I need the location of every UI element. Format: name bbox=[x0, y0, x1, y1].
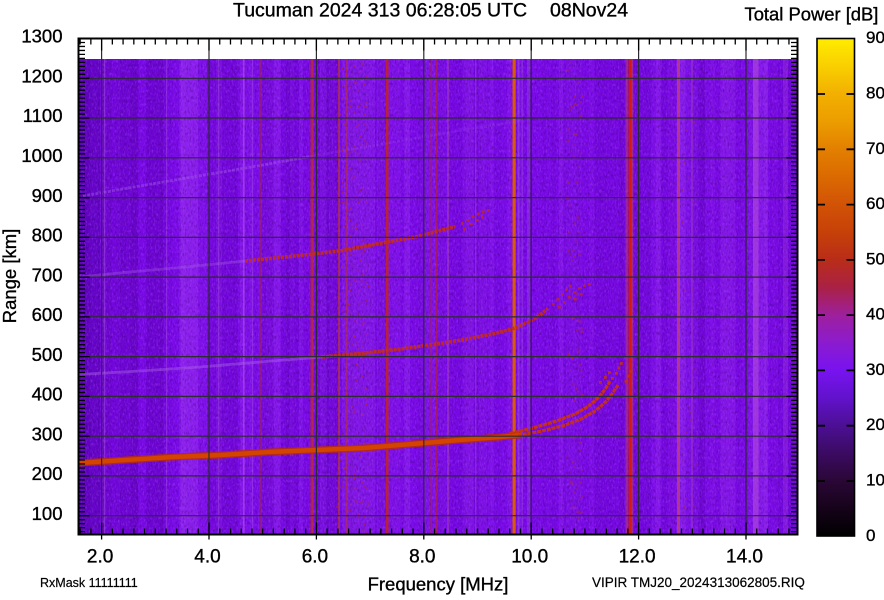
svg-text:600: 600 bbox=[32, 304, 63, 325]
svg-text:Total Power [dB]: Total Power [dB] bbox=[745, 3, 879, 24]
svg-text:0: 0 bbox=[866, 526, 875, 545]
svg-text:8.0: 8.0 bbox=[409, 547, 435, 568]
svg-text:6.0: 6.0 bbox=[302, 547, 328, 568]
svg-text:300: 300 bbox=[32, 423, 63, 444]
svg-text:90: 90 bbox=[866, 28, 884, 47]
svg-text:40: 40 bbox=[866, 305, 884, 324]
svg-text:RxMask 11111111: RxMask 11111111 bbox=[40, 576, 138, 590]
svg-text:400: 400 bbox=[32, 384, 63, 405]
svg-text:30: 30 bbox=[866, 360, 884, 379]
svg-text:Range [km]: Range [km] bbox=[0, 229, 20, 324]
svg-text:100: 100 bbox=[32, 503, 63, 524]
svg-text:50: 50 bbox=[866, 249, 884, 268]
svg-text:14.0: 14.0 bbox=[726, 547, 763, 568]
svg-text:200: 200 bbox=[32, 463, 63, 484]
svg-text:1300: 1300 bbox=[21, 26, 62, 47]
svg-text:20: 20 bbox=[866, 415, 884, 434]
svg-text:1200: 1200 bbox=[21, 66, 62, 87]
svg-text:2.0: 2.0 bbox=[87, 547, 113, 568]
svg-text:500: 500 bbox=[32, 344, 63, 365]
svg-text:10: 10 bbox=[866, 471, 884, 490]
svg-text:4.0: 4.0 bbox=[194, 547, 220, 568]
svg-text:800: 800 bbox=[32, 225, 63, 246]
svg-text:Tucuman 2024 313 06:28:05 UTC: Tucuman 2024 313 06:28:05 UTC bbox=[233, 0, 527, 21]
svg-text:700: 700 bbox=[32, 264, 63, 285]
svg-text:900: 900 bbox=[32, 185, 63, 206]
svg-text:60: 60 bbox=[866, 194, 884, 213]
svg-text:12.0: 12.0 bbox=[619, 547, 656, 568]
svg-text:08Nov24: 08Nov24 bbox=[550, 0, 628, 21]
svg-text:Frequency [MHz]: Frequency [MHz] bbox=[368, 574, 509, 595]
svg-text:1000: 1000 bbox=[21, 145, 62, 166]
svg-text:10.0: 10.0 bbox=[511, 547, 548, 568]
svg-text:VIPIR TMJ20_2024313062805.RIQ: VIPIR TMJ20_2024313062805.RIQ bbox=[592, 575, 805, 590]
svg-text:70: 70 bbox=[866, 139, 884, 158]
svg-text:80: 80 bbox=[866, 84, 884, 103]
svg-text:1100: 1100 bbox=[23, 105, 63, 126]
